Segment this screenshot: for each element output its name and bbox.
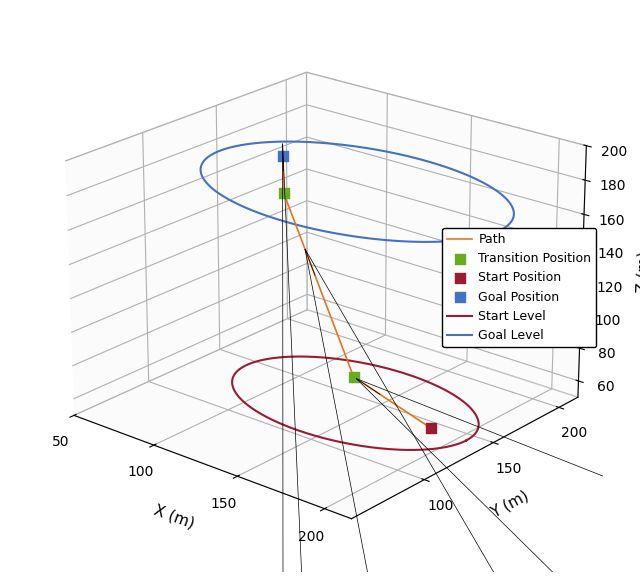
Legend: Path, Transition Position, Start Position, Goal Position, Start Level, Goal Leve: Path, Transition Position, Start Positio…	[442, 228, 596, 347]
Y-axis label: Y (m): Y (m)	[488, 488, 531, 520]
X-axis label: X (m): X (m)	[152, 503, 196, 532]
